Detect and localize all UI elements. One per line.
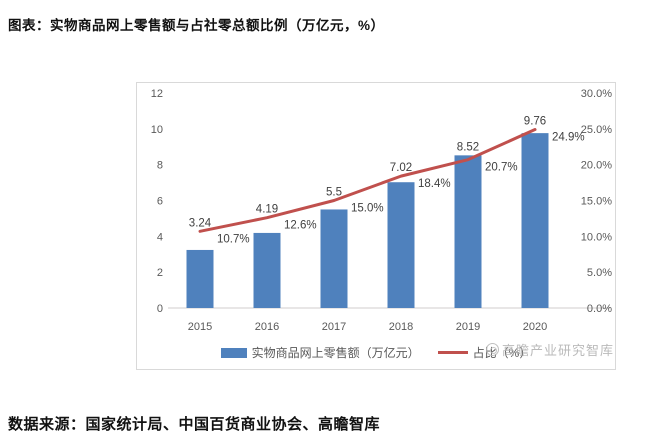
left-axis-tick: 2 [157,267,163,279]
line-series-swatch-icon [437,351,468,354]
line-value-label: 15.0% [351,203,384,215]
right-axis-tick: 5.0% [587,267,612,279]
x-axis-tick: 2015 [188,321,212,333]
bar-2016 [253,232,281,308]
data-source: 数据来源：国家统计局、中国百货商业协会、高瞻智库 [8,416,381,433]
line-value-label: 24.9% [552,132,585,144]
right-axis-tick: 25.0% [581,124,612,136]
bar-series-swatch-icon [220,347,247,358]
bar-value-label: 7.02 [390,162,412,174]
legend-item-bar-series: 实物商品网上零售额（万亿元） [220,344,420,361]
x-axis-tick: 2016 [255,321,279,333]
bar-series-legend-label: 实物商品网上零售额（万亿元） [251,346,420,360]
bar-2019 [454,155,482,308]
page-title: 图表：实物商品网上零售额与占社零总额比例（万亿元，%） [8,18,385,33]
bar-2018 [387,182,415,308]
chart-frame: 0 2 4 6 8 10 12 0.0% 5.0% 10.0% 15.0% 20.0% 25.0% 30.… [136,82,616,370]
bar-value-label: 4.19 [256,204,278,216]
right-axis-tick: 30.0% [581,88,612,100]
left-axis-tick: 6 [157,196,163,208]
x-axis-tick: 2018 [389,321,413,333]
left-axis-tick: 0 [157,303,163,315]
bar-2017 [320,209,348,308]
line-value-label: 10.7% [217,233,250,245]
x-axis-tick: 2019 [456,321,480,333]
bar-value-label: 8.52 [457,141,479,153]
legend-item-line-series: 占比（%） [437,344,532,361]
right-axis-tick: 15.0% [581,196,612,208]
bar-2020 [521,133,549,308]
left-axis-tick: 4 [157,231,163,243]
bar-value-label: 5.5 [326,187,342,199]
bar-value-label: 9.76 [524,116,546,128]
bar-value-label: 3.24 [189,217,212,229]
chart-legend: 实物商品网上零售额（万亿元） 占比（%） [137,344,615,361]
x-axis-tick: 2017 [322,321,346,333]
chart-canvas: 0 2 4 6 8 10 12 0.0% 5.0% 10.0% 15.0% 20.0% 25.0% 30.… [151,88,612,333]
line-value-label: 20.7% [485,162,518,174]
line-value-label: 18.4% [418,178,451,190]
line-series-legend-label: 占比（%） [472,346,532,360]
left-axis-tick: 10 [151,124,163,136]
left-axis-tick: 8 [157,160,163,172]
bar-2015 [186,249,214,308]
x-axis-tick: 2020 [523,321,547,333]
left-axis-tick: 12 [151,88,163,100]
right-axis-tick: 0.0% [587,303,612,315]
line-value-label: 12.6% [284,220,317,232]
right-axis-tick: 10.0% [581,231,612,243]
line-series-path [198,128,537,233]
right-axis-tick: 20.0% [581,160,612,172]
